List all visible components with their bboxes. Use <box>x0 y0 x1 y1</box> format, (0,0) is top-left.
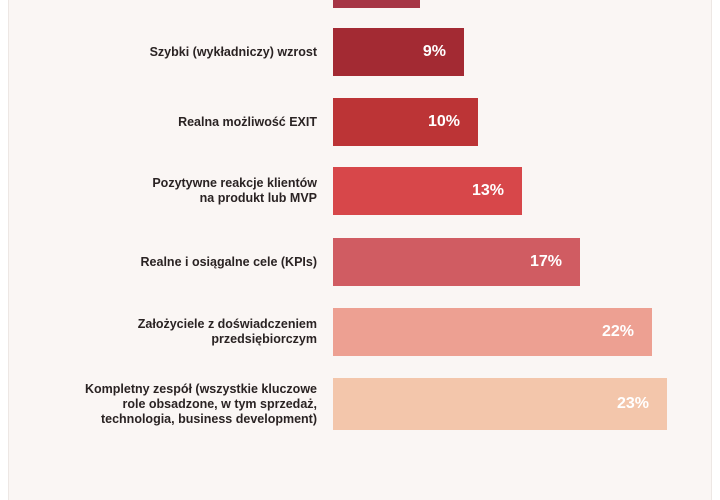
bar: 23% <box>333 378 667 430</box>
bar-label-line: przedsiębiorczym <box>211 332 317 346</box>
bar-label-line: role obsadzone, w tym sprzedaż, <box>122 396 318 411</box>
bar-label: Kompletny zespół (wszystkie kluczowe role… <box>17 382 317 427</box>
bar-label-line: Realne i osiągalne cele (KPIs) <box>140 254 317 269</box>
bar-label-line: technologia, business development) <box>100 411 317 426</box>
bar-label-line: Realna możliwość EXIT <box>178 114 317 129</box>
bar-value-label: 23% <box>616 395 649 412</box>
bar-label: Założyciele z doświadczeniem przedsiębior… <box>17 317 317 347</box>
bar-value-label: 13% <box>471 182 504 199</box>
bar-value-label: 9% <box>422 43 446 60</box>
bar-label-line: Szybki (wykładniczy) wzrost <box>149 44 317 59</box>
bar: 13% <box>333 167 522 215</box>
bar: 22% <box>333 308 652 356</box>
bar-value-label: 10% <box>427 113 460 130</box>
right-edge <box>711 0 720 500</box>
bar: 10% <box>333 98 478 146</box>
bar: 17% <box>333 238 580 286</box>
bar <box>333 0 420 8</box>
bar-value-label: 17% <box>529 253 562 270</box>
bar-label-line: na produkt lub MVP <box>199 191 317 205</box>
bar-label-line: Pozytywne reakcje klientów <box>152 176 317 190</box>
bar-label: Pozytywne reakcje klientów na produkt lub… <box>17 176 317 206</box>
bar-label-line: Założyciele z doświadczeniem <box>137 317 317 331</box>
bar-label: Realne i osiągalne cele (KPIs) <box>17 255 317 270</box>
bar: 9% <box>333 28 464 76</box>
bar-label-line: Kompletny zespół (wszystkie kluczowe <box>84 381 317 396</box>
bar-label: Realna możliwość EXIT <box>17 115 317 130</box>
bar-value-label: 22% <box>601 323 634 340</box>
bar-label: Szybki (wykładniczy) wzrost <box>17 45 317 60</box>
left-edge <box>0 0 9 500</box>
